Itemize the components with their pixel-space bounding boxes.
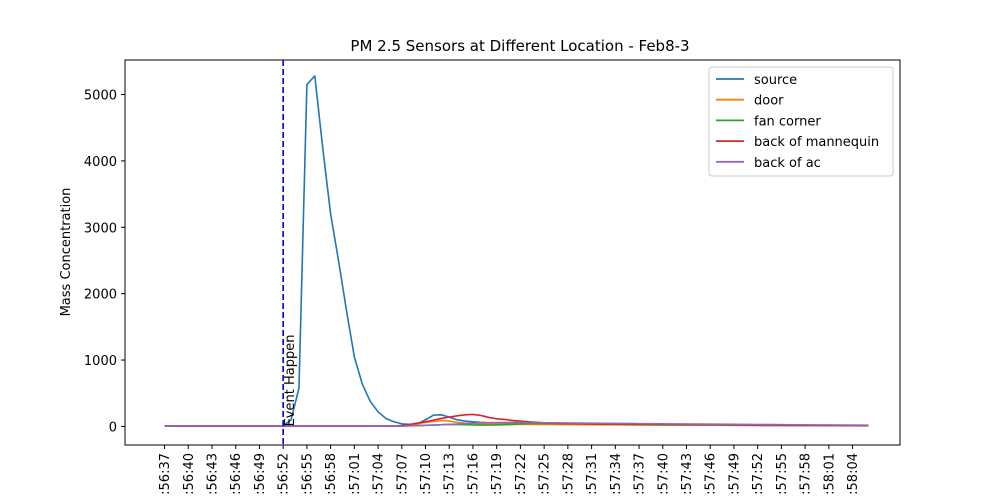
x-tick-label: :58:01	[822, 453, 837, 495]
x-tick-label: :57:19	[490, 453, 505, 495]
x-tick-label: :56:55	[300, 453, 315, 495]
legend: source door fan corner back of mannequin bac…	[708, 66, 894, 177]
x-tick-label: :57:52	[751, 453, 766, 495]
x-tick-label: :57:43	[680, 453, 695, 495]
x-tick-label: :57:01	[348, 453, 363, 495]
x-tick-label: :56:58	[324, 453, 339, 495]
x-tick-label: :58:04	[846, 453, 861, 495]
x-tick-label: :57:37	[633, 453, 648, 495]
legend-label: fan corner	[754, 114, 821, 129]
y-tick-label: 1000	[84, 354, 117, 369]
x-tick-label: :56:46	[229, 453, 244, 495]
legend-box	[708, 66, 894, 177]
x-tick-label: :56:49	[253, 453, 268, 495]
x-axis: :56:37 :56:40 :56:43 :56:46 :56:49 :56:52 :56:…	[158, 445, 861, 495]
x-tick-label: :56:43	[205, 453, 220, 495]
x-tick-label: :57:46	[704, 453, 719, 495]
event-annotation: Event Happen	[282, 60, 298, 445]
y-axis: 0 1000 2000 3000 4000 5000	[84, 89, 125, 435]
x-tick-label: :57:10	[419, 453, 434, 495]
x-tick-label: :57:40	[656, 453, 671, 495]
chart-title: PM 2.5 Sensors at Different Location - F…	[350, 37, 689, 55]
x-tick-label: :57:22	[514, 453, 529, 495]
series-line-back-of-ac	[164, 421, 869, 427]
x-tick-label: :56:37	[158, 453, 173, 495]
x-tick-label: :57:04	[372, 453, 387, 495]
x-tick-label: :56:52	[277, 453, 292, 495]
y-tick-label: 3000	[84, 221, 117, 236]
event-label: Event Happen	[283, 335, 298, 427]
y-axis-label: Mass Concentration	[59, 188, 74, 317]
y-tick-label: 2000	[84, 288, 117, 303]
x-tick-label: :57:25	[538, 453, 553, 495]
x-tick-label: :57:28	[561, 453, 576, 495]
plot-area-frame	[124, 59, 901, 446]
y-tick-label: 5000	[84, 89, 117, 104]
legend-label: source	[754, 73, 797, 88]
legend-label: door	[754, 94, 784, 109]
y-tick-label: 0	[109, 420, 117, 435]
x-tick-label: :57:13	[443, 453, 458, 495]
series-lines	[164, 75, 869, 427]
x-tick-label: :57:34	[609, 453, 624, 495]
x-tick-label: :57:16	[466, 453, 481, 495]
x-tick-label: :57:31	[585, 453, 600, 495]
x-tick-label: :57:07	[395, 453, 410, 495]
x-tick-label: :57:55	[775, 453, 790, 495]
x-tick-label: :56:40	[182, 453, 197, 495]
x-tick-label: :57:58	[799, 453, 814, 495]
x-tick-label: :57:49	[727, 453, 742, 495]
legend-label: back of ac	[754, 156, 821, 171]
y-tick-label: 4000	[84, 155, 117, 170]
legend-label: back of mannequin	[754, 135, 879, 150]
